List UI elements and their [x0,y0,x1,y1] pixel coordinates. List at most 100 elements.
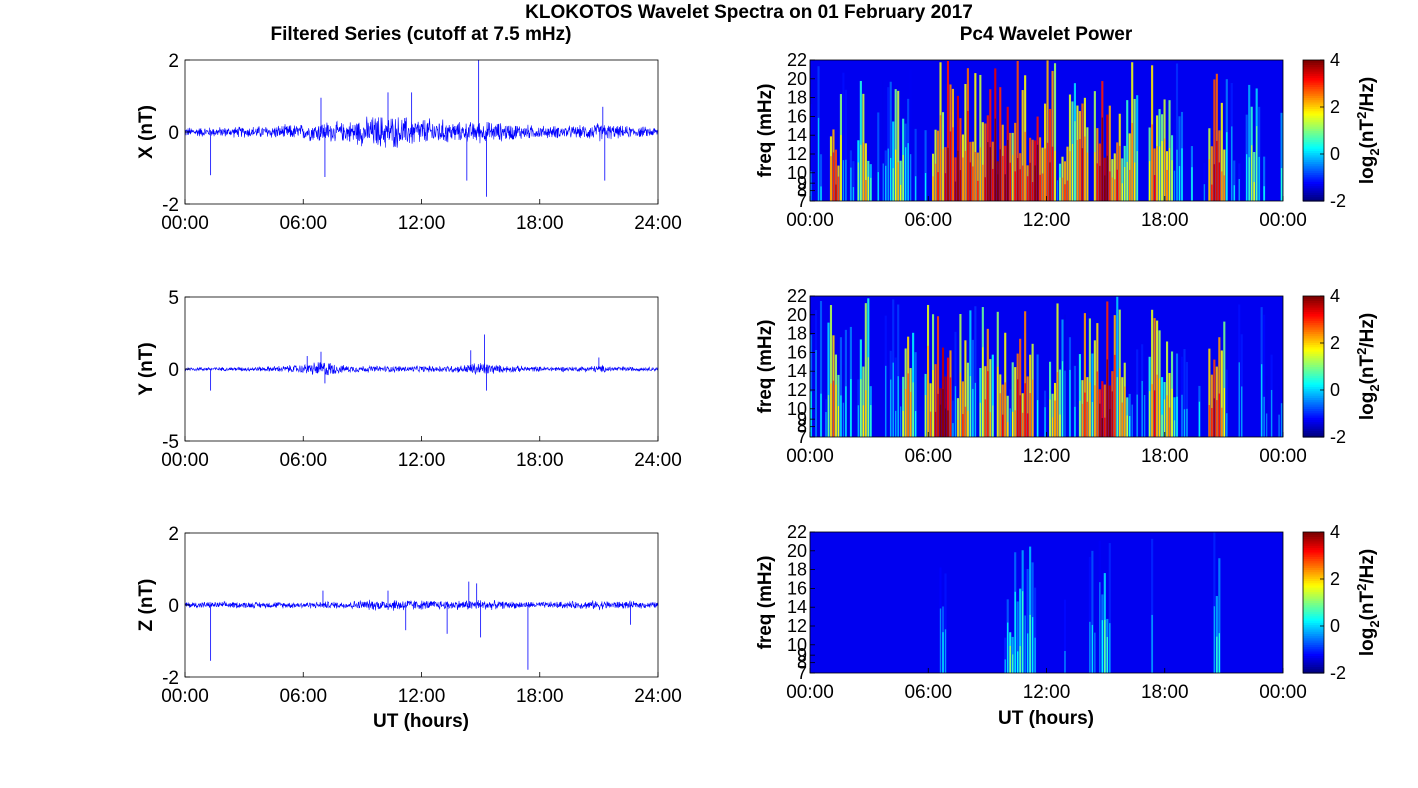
y-wavelet-power-core [1226,413,1228,437]
x-wavelet-xtick-label: 12:00 [1023,210,1071,231]
x-wavelet-power-core [1151,124,1153,201]
x-wavelet-power-core [1109,171,1111,201]
x-wavelet-xtick-label: 00:00 [1259,210,1307,231]
z-wavelet-colorbar-step [1303,582,1324,586]
x-wavelet-colorbar-tick-label: -2 [1330,191,1346,211]
y-wavelet-power-column [1083,313,1086,437]
x-wavelet-colorbar-step [1303,79,1324,83]
y-wavelet-power-column [1056,303,1059,437]
x-wavelet-power-column [1121,158,1124,201]
x-wavelet-power-core [1104,175,1106,201]
x-wavelet-power-column [1004,145,1007,201]
y-wavelet-ytick-label: 22 [787,286,807,306]
x-wavelet-power-core [939,115,942,201]
x-wavelet-power-core [835,184,837,201]
y-wavelet-colorbar-step [1303,373,1324,376]
x-wavelet-power-core [1054,150,1056,201]
x-wavelet-power-core [1153,175,1156,201]
y-wavelet-power-column [1213,359,1216,437]
x-wavelet-power-core [1136,151,1138,201]
x-series-ylabel: X (nT) [136,105,157,159]
x-wavelet-power-core [999,149,1001,201]
y-wavelet-colorbar-step [1303,315,1324,319]
x-wavelet-power-core [1096,163,1099,201]
x-wavelet-power-core [992,168,994,201]
y-wavelet-colorbar-step [1303,357,1324,361]
x-wavelet-power-column [1051,70,1054,201]
z-wavelet-ytick-label: 8 [797,653,807,673]
z-wavelet-power-core [1029,614,1031,673]
z-wavelet-colorbar-step [1303,556,1324,560]
z-wavelet-colorbar-step [1303,545,1324,549]
x-wavelet-power-column [954,157,957,201]
z-wavelet-colorbar-step [1303,659,1324,663]
x-wavelet-colorbar-step [1303,123,1324,127]
x-wavelet-colorbar-step [1303,73,1324,77]
x-wavelet-power-column [956,95,959,201]
y-wavelet-power-core [1166,395,1168,437]
right-x-axis-label: UT (hours) [998,708,1094,729]
z-wavelet-colorbar-step [1303,543,1324,546]
x-wavelet-power-core [1029,162,1031,201]
colorbar-label-part: (nT [1357,591,1378,621]
x-wavelet-ylabel: freq (mHz) [755,84,776,178]
x-wavelet-power-core [1263,186,1265,201]
y-wavelet-ytick-label: 18 [787,324,807,344]
colorbar-label-part: log [1357,392,1378,421]
x-wavelet-colorbar-step [1303,152,1324,156]
x-wavelet-colorbar-step [1303,108,1324,112]
y-wavelet-power-column [1103,384,1106,437]
x-wavelet-power-core [842,160,845,201]
x-wavelet-ytick-label: 20 [787,69,807,89]
y-wavelet-colorbar-step [1303,403,1324,407]
y-wavelet-colorbar-step [1303,379,1324,383]
z-wavelet-colorbar-step [1303,624,1324,628]
x-wavelet-power-core [1094,152,1096,201]
y-wavelet-colorbar-step [1303,364,1324,368]
z-wavelet-colorbar-step [1303,646,1324,650]
x-wavelet-colorbar-step [1303,198,1324,202]
y-wavelet-power-core [989,412,991,437]
z-wavelet-power-core [1021,591,1024,673]
x-wavelet-power-core [1111,177,1113,201]
x-wavelet-power-core [1156,146,1158,201]
x-wavelet-ytick-label: 9 [797,173,807,193]
x-wavelet-power-core [870,177,872,201]
y-wavelet-power-core [1151,384,1153,437]
y-wavelet-power-column [829,305,833,437]
x-wavelet-colorbar-step [1303,77,1324,81]
x-wavelet-power-core [1161,141,1163,201]
y-wavelet-power-column [1136,349,1139,437]
y-wavelet-power-core [1079,400,1081,437]
y-wavelet-power-core [952,423,954,437]
x-wavelet-colorbar-step [1303,82,1324,85]
y-wavelet-power-column [969,310,972,437]
x-wavelet-power-core [907,143,909,201]
y-wavelet-power-core [815,349,817,437]
x-wavelet-power-core [1007,140,1009,201]
y-wavelet-power-core [820,393,822,437]
x-wavelet-colorbar-tick-label: 0 [1330,144,1340,164]
x-wavelet-power-core [977,180,979,201]
z-wavelet-colorbar-step [1303,670,1324,674]
x-wavelet-colorbar-step [1303,156,1324,160]
x-wavelet-power-core [1076,139,1079,201]
y-wavelet-colorbar-step [1303,326,1324,330]
y-wavelet-colorbar-tick-label: 0 [1330,380,1340,400]
y-wavelet-power-core [1241,386,1243,437]
z-wavelet-colorbar-step [1303,626,1324,630]
z-series-xtick-label: 12:00 [398,686,446,707]
x-wavelet-power-column [834,149,838,201]
y-wavelet-colorbar-step [1303,335,1324,339]
y-wavelet-colorbar-step [1303,362,1324,365]
y-wavelet-power-core [1153,390,1156,437]
y-wavelet-power-core [1278,414,1280,437]
x-wavelet-colorbar-tick-label: 4 [1330,50,1340,70]
x-wavelet-colorbar-step [1303,86,1324,90]
x-wavelet-colorbar-step [1303,101,1324,105]
x-wavelet-power-core [1231,126,1233,201]
x-wavelet-power-core [1216,140,1218,201]
y-wavelet-colorbar-step [1303,311,1324,315]
x-wavelet-colorbar-step [1303,90,1324,94]
